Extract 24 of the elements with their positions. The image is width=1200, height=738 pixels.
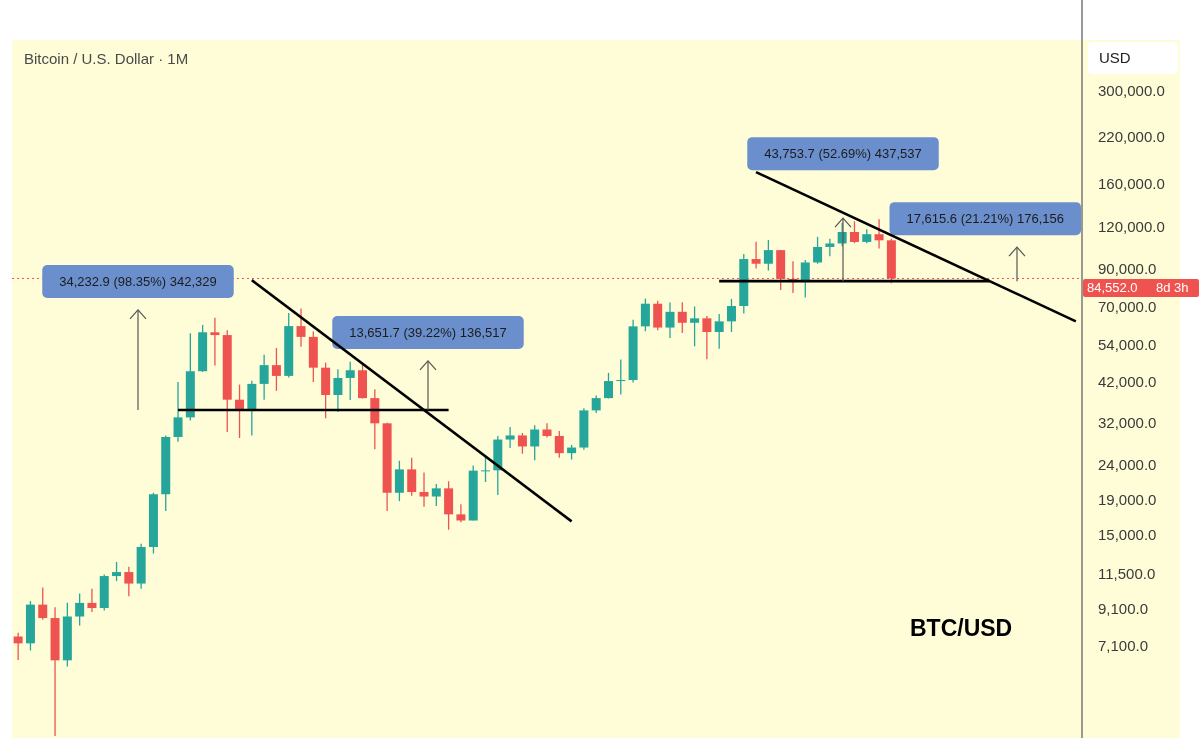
y-tick-label: 300,000.0	[1098, 82, 1165, 100]
y-tick-label: 32,000.0	[1098, 413, 1157, 431]
annotation: 13,651.7 (39.22%) 136,517	[349, 324, 507, 340]
y-tick-label: 70,000.0	[1098, 297, 1157, 315]
y-tick-label: 90,000.0	[1098, 260, 1157, 278]
y-tick-label: 19,000.0	[1098, 490, 1157, 508]
annotation: 34,232.9 (98.35%) 342,329	[59, 273, 217, 289]
y-tick-label: 220,000.0	[1098, 128, 1165, 146]
annotation: 43,753.7 (52.69%) 437,537	[764, 146, 922, 162]
y-tick-label: 11,500.0	[1098, 565, 1156, 583]
annotation: BTC/USD	[910, 615, 1013, 641]
y-axis-title: USD	[1099, 49, 1131, 66]
y-tick-label: 24,000.0	[1098, 456, 1157, 474]
text: Bitcoin / U.S. Dollar · 1M	[24, 50, 189, 67]
annotation: 17,615.6 (21.21%) 176,156	[906, 211, 1065, 227]
y-tick-label: 120,000.0	[1098, 217, 1165, 235]
y-tick-label: 42,000.0	[1098, 373, 1157, 391]
y-tick-label: 15,000.0	[1098, 525, 1157, 543]
y-tick-label: 54,000.0	[1098, 336, 1157, 354]
text: 8d 3h	[1156, 280, 1189, 296]
y-tick-label: 160,000.0	[1098, 175, 1165, 193]
y-tick-label: 7,100.0	[1098, 636, 1149, 654]
y-tick-label: 9,100.0	[1098, 599, 1149, 617]
ref-line-label: 84,552.0	[1087, 280, 1138, 296]
